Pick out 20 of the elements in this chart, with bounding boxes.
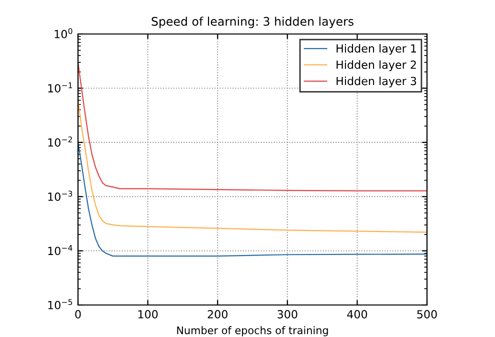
line-series: [78, 100, 427, 233]
x-tick-label: 200: [208, 310, 228, 318]
x-tick-label: 500: [417, 310, 437, 318]
x-tick-label: 400: [347, 310, 368, 318]
y-tick-label: 10$^{−4}$: [48, 245, 72, 256]
chart-title: Speed of learning: 3 hidden layers: [152, 16, 354, 28]
x-tick-label: 300: [278, 310, 298, 318]
y-tick-label: 10$^{0}$: [54, 28, 72, 38]
line-series: [78, 62, 427, 192]
x-axis-title: Number of epochs of training: [177, 326, 328, 336]
y-tick-label: 10$^{−2}$: [48, 136, 72, 147]
legend-label: Hidden layer 2: [336, 60, 416, 72]
y-tick-label: 10$^{−3}$: [48, 190, 72, 201]
x-tick-label: 100: [138, 310, 158, 318]
line-series: [78, 142, 427, 257]
y-tick-label: 10$^{−5}$: [48, 299, 72, 310]
x-tick-label: 0: [75, 310, 81, 318]
y-tick-label: 10$^{−1}$: [48, 82, 72, 93]
legend-label: Hidden layer 3: [336, 76, 416, 88]
legend-label: Hidden layer 1: [336, 44, 416, 55]
